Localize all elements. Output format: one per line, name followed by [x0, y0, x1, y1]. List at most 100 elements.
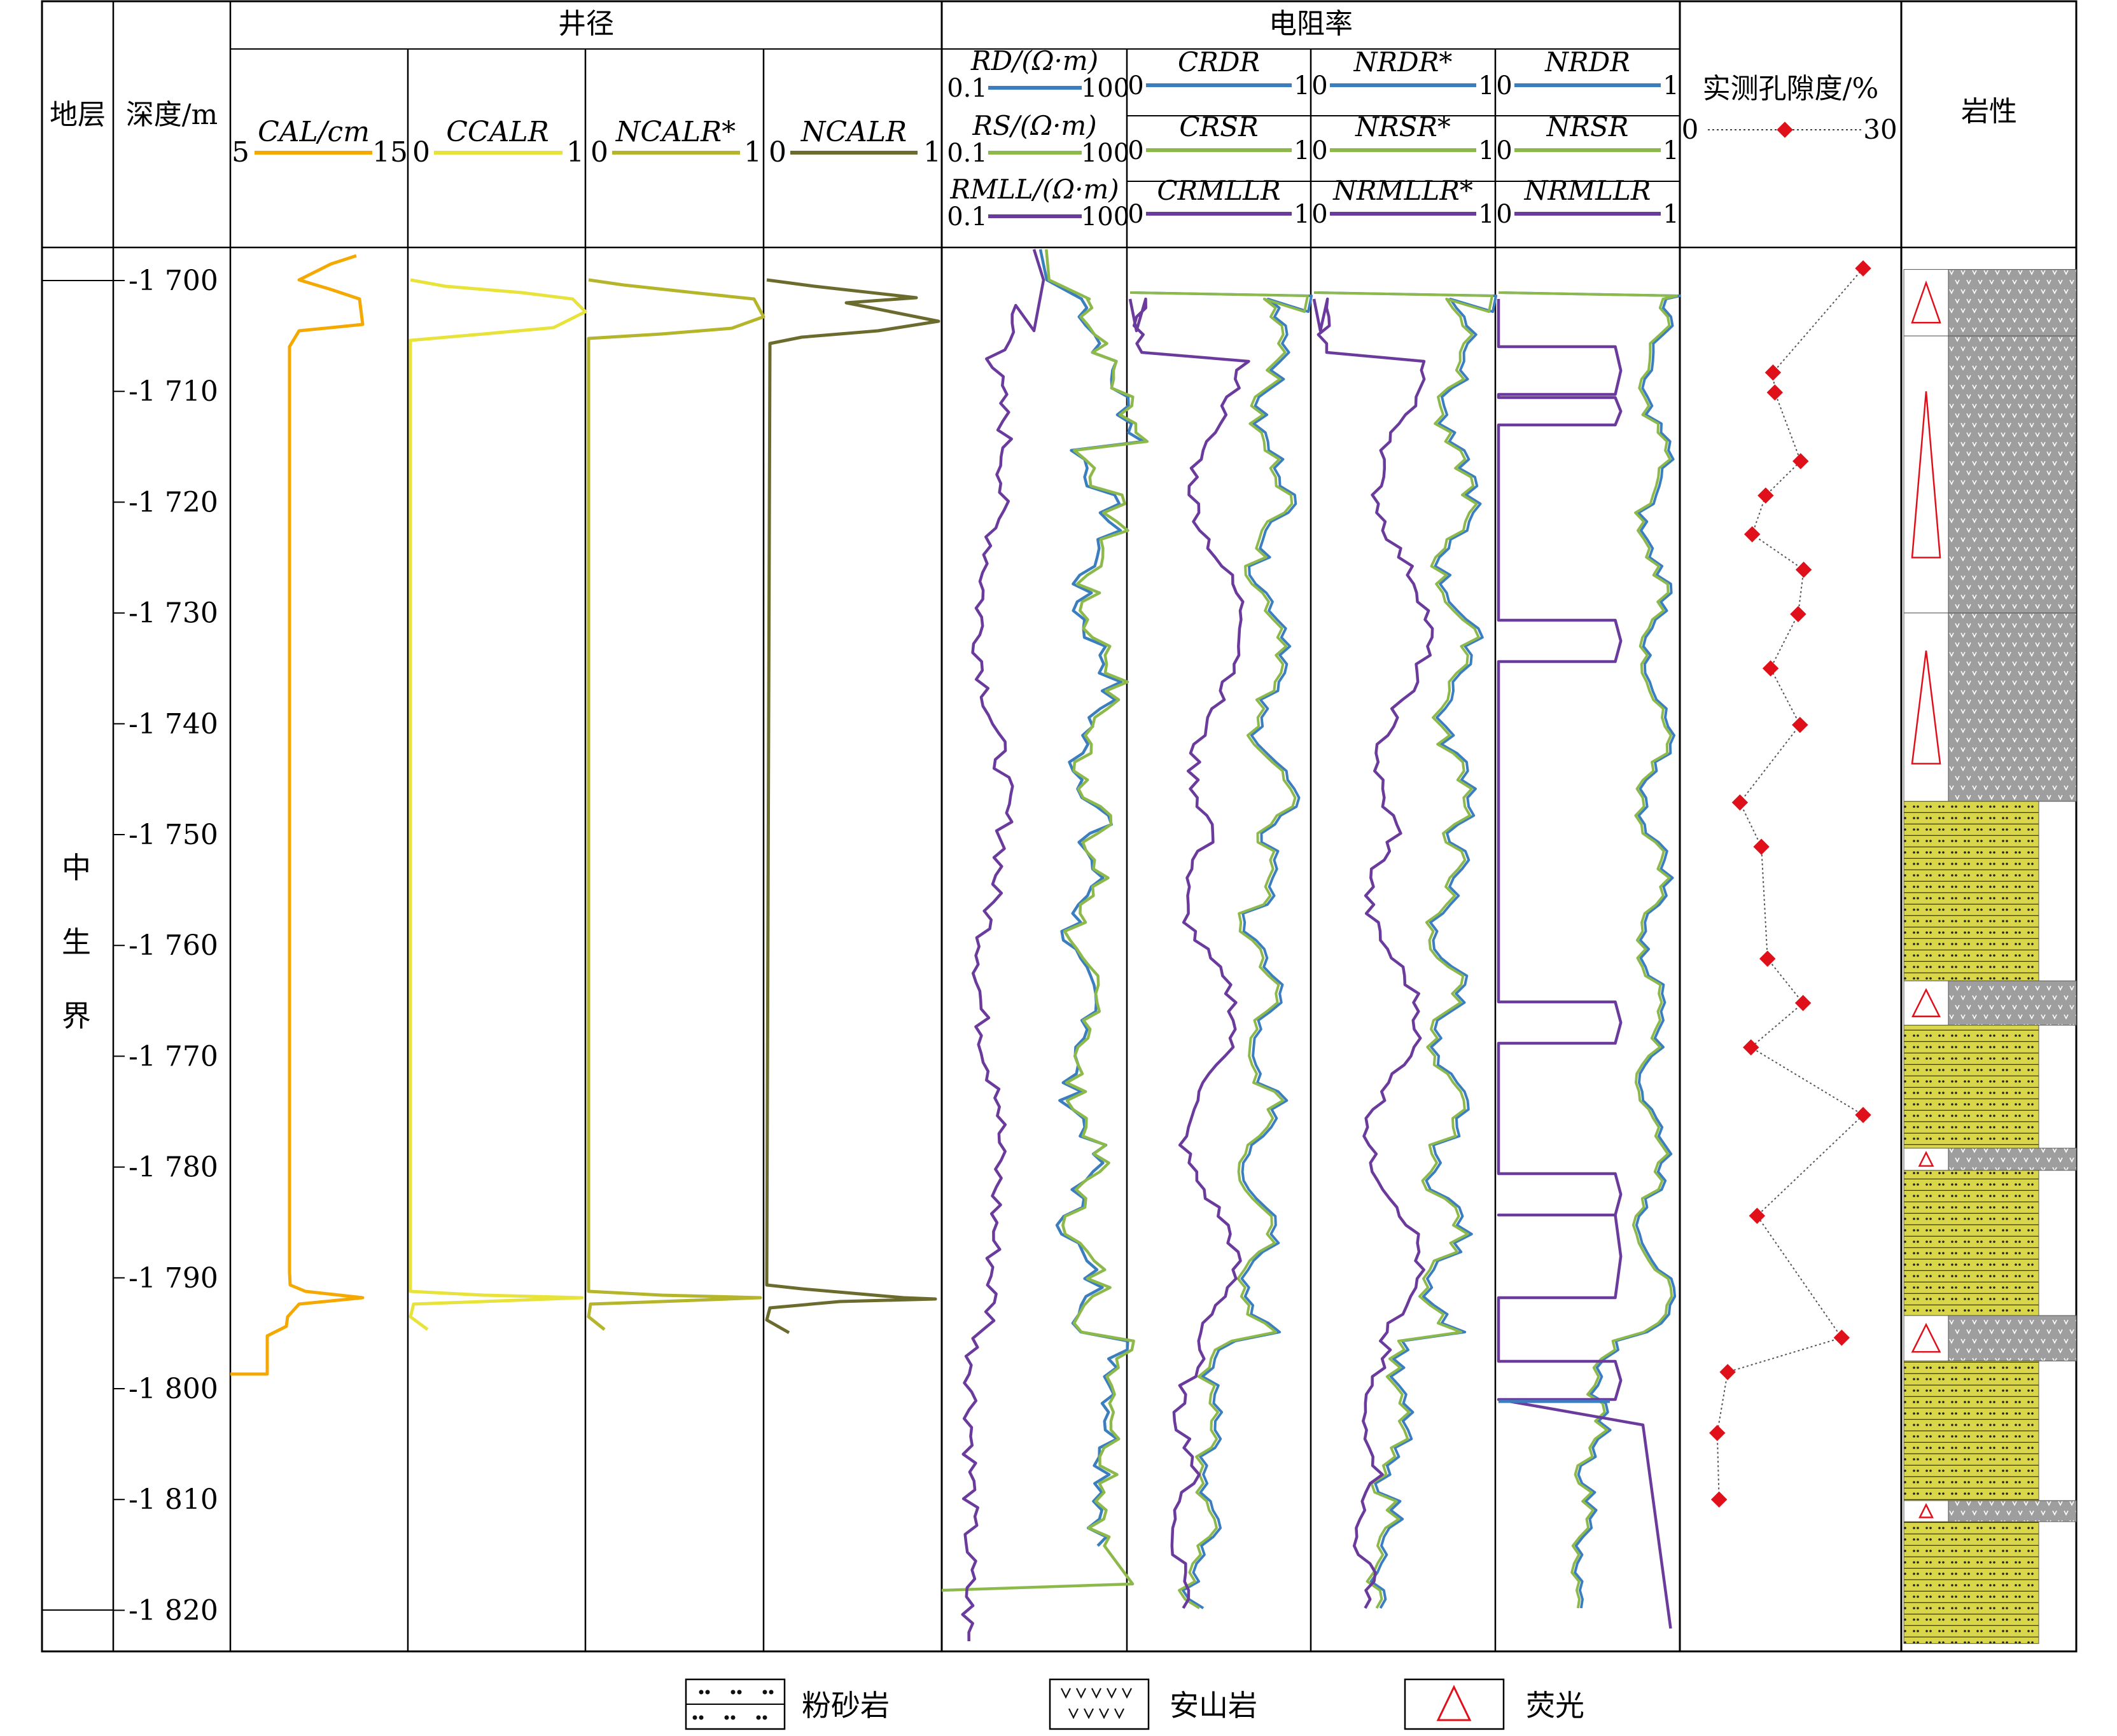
raw-res-min-0: 0.1 — [947, 74, 988, 103]
raw-res-max-0: 100 — [1081, 74, 1129, 103]
ncalr-star-label: NCALR* — [615, 116, 736, 148]
log-curves — [230, 249, 1681, 1642]
raw-res-min-2: 0.1 — [947, 202, 988, 232]
depth-axis: -1 700 -1 710 -1 720 -1 730 -1 740 -1 750 -1 7… — [113, 265, 218, 1627]
resistivity-group-title: 电阻率 — [1269, 8, 1353, 40]
porosity-point-10 — [1731, 794, 1749, 811]
ccalr-curve — [409, 278, 587, 1331]
n-min-0: 0 — [1496, 71, 1512, 101]
ncalr-min: 0 — [769, 136, 786, 169]
c-min-1: 0 — [1128, 136, 1143, 165]
raw-res-label-2: RMLL/(Ω·m) — [949, 174, 1119, 205]
lithology-siltstone-9 — [1903, 1360, 2039, 1501]
ncalr-star-min: 0 — [590, 136, 608, 169]
n-max-0: 1 — [1663, 71, 1679, 101]
n-label-1: NRSR — [1546, 111, 1629, 142]
fluorescence-cell-1 — [1903, 335, 1949, 614]
porosity-point-9 — [1792, 716, 1808, 733]
depth-tick-label-1710: -1 710 — [129, 375, 218, 408]
depth-tick-label-1770: -1 770 — [129, 1040, 218, 1073]
n-label-2: NRMLLR — [1524, 175, 1651, 206]
depth-tick-label-1720: -1 720 — [129, 486, 218, 518]
caliper-track-headers: CAL/cm 5 15 CCALR 0 1 NCALR* 0 1 NCALR 0… — [232, 116, 941, 169]
n-rd — [1501, 291, 1681, 1609]
porosity-scale-min: 0 — [1682, 114, 1699, 145]
fluorescence-cell-0 — [1903, 269, 1949, 337]
depth-tick-label-1700: -1 700 — [129, 265, 218, 297]
stratum-char-3: 界 — [62, 999, 91, 1033]
lithology-andesite-10 — [1948, 1500, 2077, 1522]
depth-tick-label-1820: -1 820 — [129, 1594, 218, 1627]
c-max-1: 1 — [1294, 136, 1310, 165]
cal-min: 5 — [232, 136, 249, 169]
depth-tick-label-1760: -1 760 — [129, 929, 218, 962]
porosity-point-2 — [1766, 384, 1784, 401]
nstar-max-1: 1 — [1478, 136, 1494, 165]
raw-res-min-1: 0.1 — [947, 139, 988, 168]
depth-tick-label-1740: -1 740 — [129, 708, 218, 740]
legend-andesite-label: 安山岩 — [1170, 1688, 1257, 1723]
lithology-track — [1903, 269, 2077, 1644]
lithology-andesite-0 — [1948, 269, 2077, 337]
n-rs — [1498, 291, 1678, 1609]
c-label-1: CRSR — [1179, 111, 1258, 142]
strata-header: 地层 — [50, 99, 106, 131]
porosity-point-11 — [1753, 838, 1770, 855]
nstar-label-2: NRMLLR* — [1332, 175, 1473, 206]
porosity-line — [1716, 268, 1864, 1500]
n-rmll — [1497, 299, 1672, 1629]
fluorescence-cell-4 — [1903, 980, 1949, 1026]
fluorescence-cell-2 — [1903, 613, 1949, 802]
rmll-curve — [961, 249, 1045, 1642]
fluorescence-triangle-8 — [1911, 1323, 1941, 1353]
raw-res-label-1: RS/(Ω·m) — [972, 110, 1096, 141]
nstar-max-0: 1 — [1478, 71, 1494, 101]
porosity-point-12 — [1759, 950, 1776, 967]
depth-tick-label-1790: -1 790 — [129, 1262, 218, 1295]
caliper-group-title: 井径 — [558, 8, 614, 40]
porosity-point-5 — [1743, 526, 1761, 543]
n-max-1: 1 — [1663, 136, 1679, 165]
raw-res-max-2: 100 — [1081, 202, 1129, 232]
c-min-0: 0 — [1128, 71, 1143, 101]
c-max-2: 1 — [1294, 200, 1310, 229]
porosity-point-17 — [1833, 1330, 1850, 1346]
raw-res-max-1: 100 — [1081, 139, 1129, 168]
ncalr-label: NCALR — [800, 116, 907, 148]
lithology-andesite-4 — [1948, 980, 2077, 1026]
lithology-andesite-2 — [1948, 613, 2077, 802]
fluorescence-triangle-10 — [1918, 1503, 1934, 1518]
cal-curve — [230, 254, 365, 1376]
depth-tick-label-1810: -1 810 — [129, 1483, 218, 1516]
porosity-point-8 — [1762, 660, 1779, 677]
n-min-1: 0 — [1496, 136, 1512, 165]
outer-frame — [41, 0, 2078, 1653]
n-min-2: 0 — [1496, 200, 1512, 229]
porosity-point-15 — [1855, 1106, 1871, 1123]
lithology-andesite-8 — [1948, 1315, 2077, 1361]
porosity-point-7 — [1790, 606, 1806, 623]
porosity-point-0 — [1855, 260, 1871, 277]
ncalr-star-max: 1 — [744, 136, 762, 169]
fluorescence-triangle-1 — [1911, 391, 1941, 559]
nstar-label-0: NRDR* — [1353, 46, 1453, 78]
ccalr-label: CCALR — [446, 116, 548, 148]
raw-res-label-0: RD/(Ω·m) — [970, 45, 1098, 76]
porosity-point-19 — [1709, 1424, 1726, 1441]
porosity-point-14 — [1743, 1039, 1759, 1056]
n-max-2: 1 — [1663, 200, 1679, 229]
nstar-rs — [1313, 291, 1493, 1609]
nstar-min-0: 0 — [1311, 71, 1327, 101]
stratum-char-2: 生 — [62, 925, 91, 959]
c-label-0: CRDR — [1178, 46, 1260, 78]
nstar-label-1: NRSR* — [1355, 111, 1451, 142]
depth-tick-label-1780: -1 780 — [129, 1151, 218, 1184]
cal-label: CAL/cm — [258, 116, 370, 148]
fluorescence-triangle-4 — [1911, 988, 1941, 1017]
n-label-0: NRDR — [1544, 46, 1630, 78]
ncalr-star-curve — [587, 278, 765, 1331]
lithology-siltstone-3 — [1903, 801, 2039, 982]
porosity-point-18 — [1719, 1364, 1736, 1380]
